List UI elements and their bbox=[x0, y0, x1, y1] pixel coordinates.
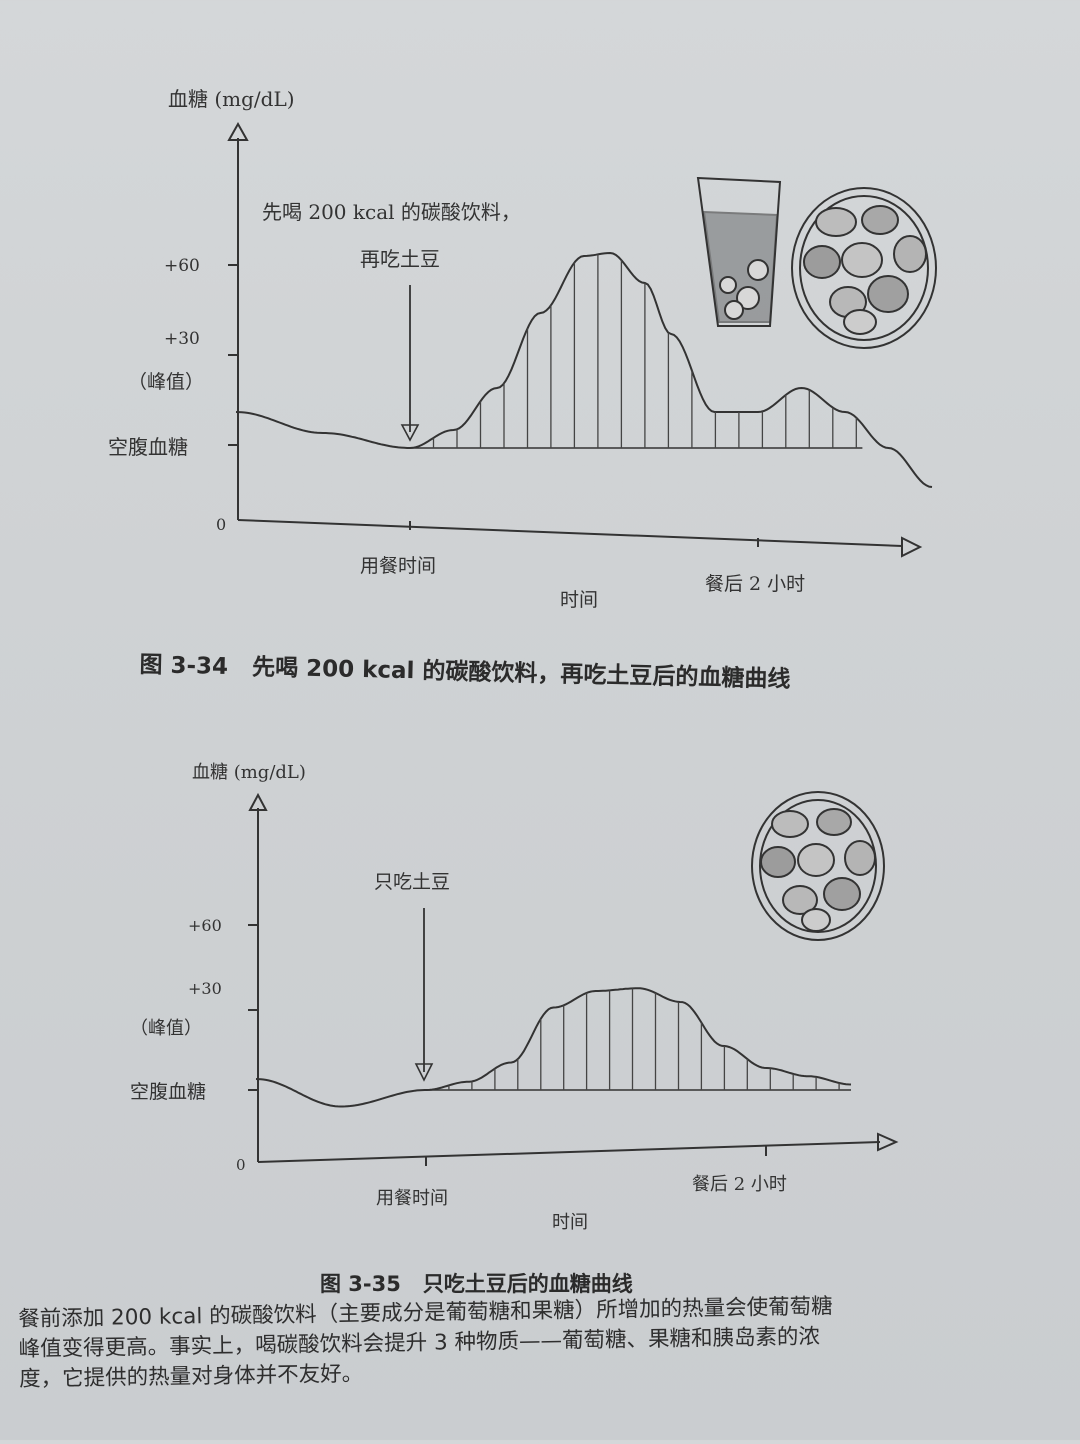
annotation-arrowhead bbox=[400, 424, 420, 442]
y-axis-label: 血糖 (mg/dL) bbox=[168, 87, 295, 111]
potato-plate-illustration bbox=[751, 791, 885, 941]
chart-marks bbox=[235, 251, 933, 488]
x-tick-label-2h: 餐后 2 小时 bbox=[692, 1174, 787, 1195]
y-axis-arrow bbox=[227, 121, 249, 141]
y-axis-label: 血糖 (mg/dL) bbox=[192, 762, 306, 783]
x-axis-arrow bbox=[877, 1132, 899, 1152]
body-paragraph: 餐前添加 200 kcal 的碳酸饮料（主要成分是葡萄糖和果糖）所增加的热量会使… bbox=[18, 1289, 1019, 1395]
chart-3-34: 血糖 (mg/dL) +60 +30 （峰值） 空腹血糖 0 用餐时间 餐后 2… bbox=[108, 87, 937, 611]
y-tick-label-60: +60 bbox=[188, 916, 222, 935]
y-tick-label-zero: 0 bbox=[236, 1156, 246, 1174]
x-axis-arrow bbox=[901, 536, 923, 558]
x-axis bbox=[237, 519, 903, 547]
y-tick-label-fasting: 空腹血糖 bbox=[130, 1081, 206, 1103]
figure-caption-3-35: 图 3-35 只吃土豆后的血糖曲线 bbox=[320, 1268, 633, 1298]
annotation-line-1: 先喝 200 kcal 的碳酸饮料， bbox=[262, 200, 521, 224]
y-tick-label-peak: （峰值） bbox=[130, 1018, 202, 1039]
y-tick-label-peak: （峰值） bbox=[128, 371, 204, 393]
chart-3-35: 血糖 (mg/dL) +60 +30 （峰值） 空腹血糖 0 用餐时间 餐后 2… bbox=[130, 762, 899, 1233]
y-tick-label-30: +30 bbox=[188, 979, 222, 998]
chart-marks bbox=[255, 987, 852, 1108]
annotation-arrowhead bbox=[414, 1063, 434, 1082]
potato-plate-illustration bbox=[791, 187, 937, 349]
figure-title: 只吃土豆后的血糖曲线 bbox=[422, 1272, 633, 1296]
y-tick-label-zero: 0 bbox=[216, 515, 226, 534]
x-tick-label-meal: 用餐时间 bbox=[360, 555, 436, 577]
x-axis-label: 时间 bbox=[552, 1212, 588, 1233]
y-axis-arrow bbox=[248, 792, 268, 811]
figure-label: 图 3-34 bbox=[139, 651, 229, 681]
glucose-curve bbox=[235, 251, 933, 488]
x-tick-label-2h: 餐后 2 小时 bbox=[705, 573, 805, 595]
y-tick-label-fasting: 空腹血糖 bbox=[108, 435, 188, 459]
x-axis-label: 时间 bbox=[560, 589, 598, 611]
x-axis bbox=[257, 1141, 881, 1163]
soda-glass-illustration bbox=[696, 176, 782, 327]
y-tick-label-30: +30 bbox=[164, 329, 200, 349]
y-tick-label-60: +60 bbox=[164, 256, 200, 276]
annotation-line-1: 只吃土豆 bbox=[374, 871, 450, 893]
glucose-curve bbox=[255, 987, 852, 1108]
figure-label: 图 3-35 bbox=[320, 1272, 401, 1296]
annotation-line-2: 再吃土豆 bbox=[360, 247, 440, 271]
x-tick-label-meal: 用餐时间 bbox=[376, 1188, 448, 1209]
